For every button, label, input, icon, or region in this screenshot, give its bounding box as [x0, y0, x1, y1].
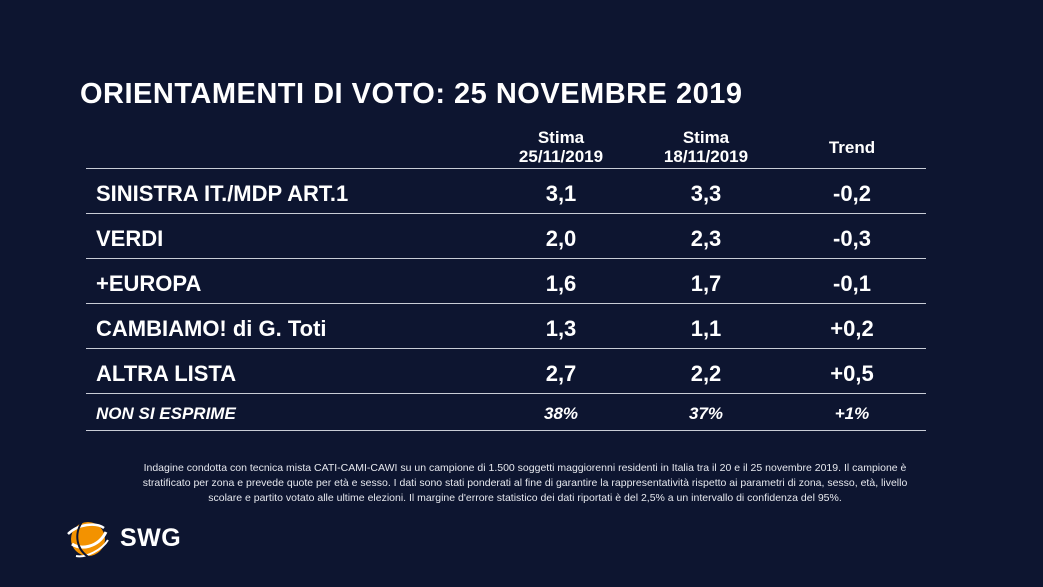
- cell-trend: +0,5: [830, 361, 874, 386]
- row-divider: [86, 258, 926, 259]
- row-label: +EUROPA: [96, 271, 202, 296]
- header-stima-18: Stima 18/11/2019: [631, 128, 781, 166]
- row-divider: [86, 168, 926, 169]
- cell-trend: -0,1: [833, 271, 871, 296]
- header-stima-25: Stima 25/11/2019: [486, 128, 636, 166]
- cell-stima-25: 3,1: [545, 181, 577, 206]
- cell-stima-25: 2,0: [545, 226, 577, 251]
- footnote-line: Indagine condotta con tecnica mista CATI…: [143, 462, 907, 474]
- logo-text: SWG: [120, 524, 182, 552]
- header-stima-25-line2: 25/11/2019: [518, 147, 604, 166]
- cell-stima-25: 1,6: [545, 271, 577, 296]
- methodology-footnote: Indagine condotta con tecnica mista CATI…: [70, 461, 980, 506]
- footnote-line: stratificato per zona e prevede quote pe…: [142, 477, 908, 489]
- cell-stima-25: 2,7: [545, 361, 577, 386]
- row-label: ALTRA LISTA: [96, 361, 237, 386]
- row-label: NON SI ESPRIME: [96, 404, 236, 423]
- cell-stima-18: 3,3: [690, 181, 722, 206]
- cell-stima-18: 2,2: [690, 361, 722, 386]
- header-trend: Trend: [828, 138, 876, 157]
- swg-globe-icon: [67, 521, 109, 559]
- cell-stima-25: 38%: [543, 404, 579, 423]
- footnote-line: scolare e partito votato alle ultime ele…: [208, 492, 842, 504]
- cell-trend: -0,3: [833, 226, 871, 251]
- row-label: CAMBIAMO! di G. Toti: [96, 316, 327, 341]
- row-divider: [86, 303, 926, 304]
- cell-trend: -0,2: [833, 181, 871, 206]
- row-divider: [86, 348, 926, 349]
- cell-stima-18: 1,1: [690, 316, 722, 341]
- cell-trend: +1%: [834, 404, 870, 423]
- row-label: SINISTRA IT./MDP ART.1: [96, 181, 349, 206]
- header-stima-25-line1: Stima: [537, 128, 585, 147]
- row-label: VERDI: [96, 226, 164, 251]
- header-stima-18-line1: Stima: [682, 128, 730, 147]
- page-title: ORIENTAMENTI DI VOTO: 25 NOVEMBRE 2019: [80, 78, 743, 110]
- cell-stima-18: 2,3: [690, 226, 722, 251]
- cell-stima-18: 1,7: [690, 271, 722, 296]
- header-stima-18-line2: 18/11/2019: [663, 147, 749, 166]
- row-divider: [86, 213, 926, 214]
- cell-trend: +0,2: [830, 316, 874, 341]
- cell-stima-18: 37%: [688, 404, 724, 423]
- cell-stima-25: 1,3: [545, 316, 577, 341]
- row-divider: [86, 430, 926, 431]
- row-divider: [86, 393, 926, 394]
